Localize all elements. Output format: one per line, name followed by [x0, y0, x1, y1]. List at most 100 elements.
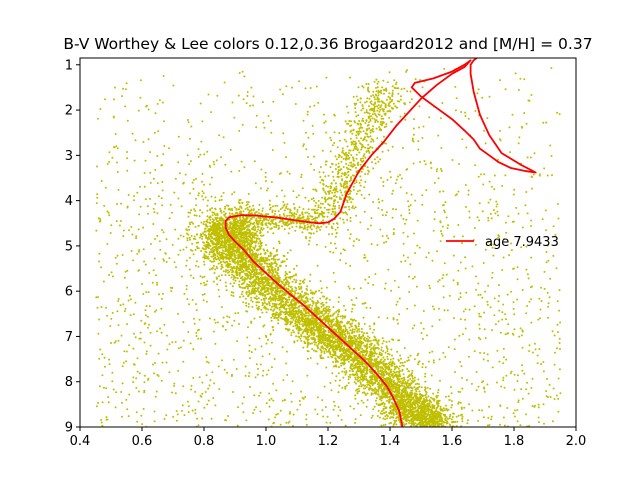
- scatter-point: [371, 388, 374, 391]
- scatter-point: [441, 408, 444, 411]
- scatter-point: [326, 340, 329, 343]
- scatter-point: [291, 280, 294, 283]
- scatter-point: [315, 350, 318, 353]
- scatter-point: [329, 353, 332, 356]
- scatter-point: [257, 287, 260, 290]
- scatter-point: [344, 327, 347, 329]
- scatter-point: [257, 297, 260, 300]
- scatter-point: [257, 305, 260, 308]
- scatter-point: [294, 322, 297, 325]
- scatter-point: [307, 343, 310, 345]
- scatter-point: [226, 261, 229, 263]
- scatter-point: [345, 371, 348, 374]
- scatter-point: [300, 287, 302, 290]
- scatter-point: [264, 290, 266, 292]
- scatter-point: [414, 422, 417, 425]
- scatter-point: [305, 292, 308, 295]
- scatter-point: [344, 387, 347, 390]
- scatter-point: [360, 328, 363, 330]
- scatter-point: [385, 407, 388, 409]
- scatter-point: [425, 391, 428, 394]
- scatter-point: [300, 316, 303, 319]
- scatter-point: [447, 417, 449, 420]
- scatter-point: [265, 284, 268, 286]
- scatter-point: [372, 346, 375, 349]
- scatter-point: [375, 391, 378, 394]
- scatter-point: [352, 365, 354, 368]
- scatter-point: [461, 415, 464, 418]
- scatter-point: [424, 419, 427, 422]
- scatter-point: [270, 283, 273, 286]
- scatter-point: [306, 333, 309, 336]
- scatter-point: [271, 272, 274, 275]
- scatter-point: [284, 271, 287, 273]
- scatter-point: [386, 399, 388, 402]
- scatter-point: [359, 371, 362, 374]
- scatter-point: [405, 386, 408, 389]
- scatter-point: [433, 418, 436, 421]
- scatter-point: [308, 318, 311, 321]
- scatter-point: [435, 420, 438, 423]
- scatter-point: [230, 291, 233, 294]
- scatter-point: [466, 422, 469, 425]
- scatter-point: [384, 378, 387, 381]
- scatter-point: [417, 363, 420, 366]
- scatter-point: [342, 328, 345, 331]
- scatter-point: [400, 393, 403, 396]
- scatter-point: [307, 328, 310, 331]
- scatter-point: [325, 305, 328, 308]
- scatter-point: [353, 336, 356, 339]
- scatter-point: [258, 282, 261, 285]
- scatter-point: [309, 273, 312, 276]
- scatter-point: [261, 287, 264, 290]
- scatter-point: [319, 348, 322, 351]
- scatter-point: [357, 325, 360, 328]
- scatter-point: [378, 351, 381, 354]
- scatter-point: [378, 384, 381, 386]
- scatter-point: [285, 293, 288, 295]
- scatter-point: [385, 362, 388, 365]
- scatter-point: [265, 262, 268, 265]
- scatter-point: [258, 248, 261, 251]
- scatter-point: [373, 355, 376, 357]
- scatter-point: [277, 315, 280, 318]
- scatter-point: [325, 348, 328, 351]
- scatter-point: [409, 400, 412, 403]
- scatter-point: [395, 413, 398, 416]
- scatter-point: [281, 281, 284, 284]
- scatter-point: [287, 296, 290, 299]
- scatter-point: [360, 337, 363, 340]
- scatter-point: [306, 288, 308, 291]
- scatter-point: [371, 414, 374, 417]
- scatter-point: [278, 280, 281, 283]
- scatter-point: [260, 273, 263, 276]
- scatter-point: [316, 302, 319, 305]
- scatter-point: [384, 358, 386, 361]
- scatter-point: [337, 330, 340, 333]
- scatter-point: [315, 322, 318, 325]
- scatter-point: [428, 420, 431, 423]
- scatter-point: [268, 270, 271, 273]
- scatter-point: [264, 297, 267, 300]
- scatter-point: [435, 395, 438, 398]
- scatter-point: [363, 336, 366, 339]
- scatter-point: [373, 364, 376, 367]
- scatter-point: [373, 352, 376, 355]
- scatter-point: [271, 302, 274, 305]
- scatter-point: [264, 262, 266, 265]
- scatter-point: [325, 301, 328, 304]
- scatter-point: [303, 294, 306, 297]
- scatter-point: [287, 288, 290, 291]
- scatter-point: [208, 268, 211, 271]
- scatter-point: [377, 385, 380, 388]
- scatter-point: [344, 309, 347, 311]
- scatter-point: [357, 365, 360, 368]
- scatter-point: [389, 375, 392, 378]
- scatter-point: [417, 401, 420, 404]
- scatter-point: [444, 417, 447, 420]
- scatter-point: [252, 273, 255, 276]
- scatter-point: [372, 352, 375, 355]
- scatter-point: [407, 356, 410, 359]
- scatter-point: [246, 287, 249, 290]
